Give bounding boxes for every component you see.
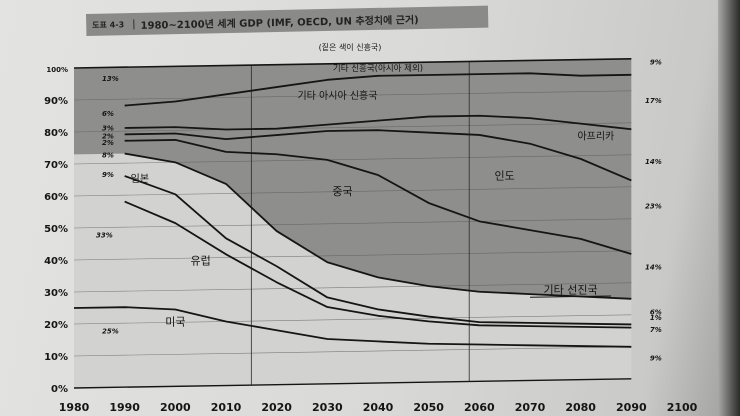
gridline [73,218,632,229]
series-boundary-line [73,306,632,348]
region-label: 인도 [495,169,515,182]
left-percent-label: 33% [96,232,113,240]
gridline [73,90,632,101]
y-tick-label: 100% [46,66,68,74]
right-percent-label: 14% [645,264,662,272]
region-label: 기타 아시아 신흥국 [297,89,377,102]
series-boundary-line [124,175,632,326]
right-percent-label: 23% [645,203,662,211]
region-label: 아프리카 [577,130,614,142]
series-boundary-line [124,152,632,300]
x-tick-label: 2050 [413,401,444,414]
x-tick-label: 2060 [464,401,495,414]
y-tick-label: 30% [44,288,68,299]
right-percent-label: 7% [650,326,662,334]
series-boundary-line [124,114,632,131]
left-percent-label: 13% [102,75,119,83]
series-boundary-line [124,200,632,329]
series-boundary-line [124,139,632,255]
right-percent-label: 9% [650,355,662,363]
left-percent-label: 8% [102,152,114,160]
y-tick-label: 60% [44,192,68,203]
series-boundary-line [124,129,632,182]
region-label: 일본 [131,173,149,185]
region-label: 기타 신흥국(아시아 제외) [333,63,423,74]
x-axis-line [73,378,632,389]
right-percent-label: 6% [650,308,662,316]
left-percent-label: 3% [102,124,114,132]
x-tick-label: 1990 [109,401,140,414]
left-percent-label: 2% [102,132,114,140]
y-tick-label: 50% [44,224,68,235]
x-tick-label: 2080 [565,401,596,414]
gridline [73,122,632,133]
right-percent-label: 17% [645,97,662,105]
x-tick-label: 2020 [261,401,292,414]
gridline [73,346,632,357]
x-tick-label: 2000 [160,401,191,414]
region-label: 미국 [165,316,185,329]
left-percent-label: 25% [102,328,119,336]
right-percent-label: 14% [645,158,662,166]
top-frame-line [73,58,632,69]
left-percent-label: 9% [102,171,114,179]
y-tick-label: 90% [44,96,68,107]
gridline [73,154,632,165]
gridline [73,250,632,261]
leader-line [529,295,612,298]
series-boundary-line [124,72,632,107]
x-tick-label: 2030 [312,401,343,414]
gridline [73,186,632,197]
y-tick-label: 70% [44,160,68,171]
advanced-area [74,153,632,388]
emerging-area [74,58,632,299]
x-tick-label: 2090 [616,401,647,414]
y-tick-label: 0% [51,384,68,395]
left-percent-label: 6% [102,110,114,118]
page-edge [718,0,740,416]
region-label: 유럽 [191,253,211,267]
region-label: 기타 선진국 [543,283,597,296]
right-percent-label: 1% [650,314,662,322]
y-tick-label: 20% [44,320,68,331]
x-tick-label: 2070 [515,401,546,414]
x-tick-label: 1980 [59,401,90,414]
region-label: 중국 [332,185,352,198]
y-tick-label: 80% [44,128,68,139]
right-percent-label: 9% [650,59,662,67]
y-tick-label: 40% [44,256,68,267]
left-percent-label: 2% [102,139,114,147]
x-tick-label: 2100 [667,401,698,414]
gridline [73,282,632,293]
x-tick-label: 2040 [363,401,394,414]
y-tick-label: 10% [44,352,68,363]
chart-subtitle: (짙은 색이 신흥국) [319,42,382,52]
x-tick-label: 2010 [211,401,242,414]
gridline [73,314,632,325]
